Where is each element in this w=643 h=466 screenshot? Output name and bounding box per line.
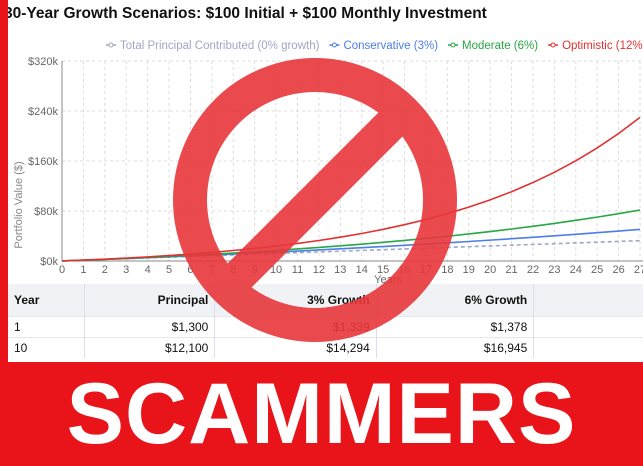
cell: $14,294 [214, 337, 377, 358]
x-tick-label: 6 [187, 264, 193, 276]
y-tick-label: $160k [28, 156, 58, 168]
x-tick-label: 19 [463, 264, 475, 276]
legend-entry: Optimistic (12%) [562, 40, 643, 52]
x-tick-label: 24 [570, 264, 582, 276]
legend-entry: Moderate (6%) [462, 40, 538, 52]
cell: 1 [8, 316, 85, 338]
header-principal: Principal [84, 284, 216, 317]
cell: 10 [8, 337, 85, 358]
x-tick-label: 4 [145, 264, 151, 276]
header-year: Year [8, 284, 85, 317]
x-tick-label: 18 [441, 264, 453, 276]
x-tick-label: 7 [209, 264, 215, 276]
x-tick-label: 21 [505, 264, 517, 276]
x-tick-label: 10 [270, 264, 282, 276]
x-tick-label: 11 [292, 264, 303, 276]
cell [533, 316, 643, 338]
header-3pct: 3% Growth [214, 284, 377, 317]
x-tick-label: 27 [634, 264, 643, 276]
x-tick-label: 23 [548, 264, 560, 276]
table-row: 10 $12,100 $14,294 $16,945 [8, 337, 643, 358]
legend-marker-dot [450, 42, 456, 48]
x-tick-label: 13 [334, 264, 346, 276]
legend-marker-dot [108, 42, 114, 48]
header-6pct: 6% Growth [376, 284, 535, 317]
y-tick-label: $320k [28, 56, 58, 68]
cell: $1,339 [214, 316, 377, 338]
x-tick-label: 22 [527, 264, 539, 276]
cell: $1,378 [376, 316, 535, 338]
x-tick-label: 1 [80, 264, 86, 276]
y-tick-label: $80k [34, 206, 58, 218]
x-tick-label: 0 [59, 264, 65, 276]
chart-panel: 0 1 2 3 4 5 6 7 8 9 10 11 12 13 14 15 16 17 18 19 20 21 22 23 24… [8, 0, 643, 362]
legend-entry: Conservative (3%) [343, 40, 438, 52]
cell: $12,100 [84, 337, 216, 358]
cell: $1,300 [84, 316, 216, 338]
x-tick-label: 5 [166, 264, 172, 276]
x-tick-label: 8 [230, 264, 236, 276]
x-tick-label: 26 [612, 264, 624, 276]
growth-table: Year Principal 3% Growth 6% Growth 1 $1,… [8, 284, 643, 358]
x-tick-label: 2 [102, 264, 108, 276]
header-more [533, 284, 643, 317]
series-line [61, 116, 641, 262]
y-axis-label: Portfolio Value ($) [13, 161, 25, 248]
y-tick-label: $0k [40, 256, 58, 268]
x-tick-label: 3 [123, 264, 129, 276]
growth-chart: 0 1 2 3 4 5 6 7 8 9 10 11 12 13 14 15 16 17 18 19 20 21 22 23 24… [13, 40, 643, 286]
x-tick-label: 12 [313, 264, 325, 276]
cell [533, 337, 643, 358]
y-tick-label: $240k [28, 106, 58, 118]
chart-title: 30-Year Growth Scenarios: $100 Initial +… [8, 5, 487, 22]
banner-text: SCAMMERS [66, 365, 577, 462]
x-tick-label: 17 [420, 264, 432, 276]
legend-marker-dot [550, 42, 556, 48]
x-tick-label: 25 [591, 264, 603, 276]
table-row: 1 $1,300 $1,339 $1,378 [8, 316, 643, 338]
x-tick-label: 9 [252, 264, 258, 276]
x-tick-label: 20 [484, 264, 496, 276]
cell: $16,945 [376, 337, 535, 358]
legend-entry: Total Principal Contributed (0% growth) [120, 40, 320, 52]
scammers-banner: SCAMMERS [0, 362, 643, 466]
legend-marker-dot [331, 42, 337, 48]
x-tick-label: 14 [356, 264, 368, 276]
